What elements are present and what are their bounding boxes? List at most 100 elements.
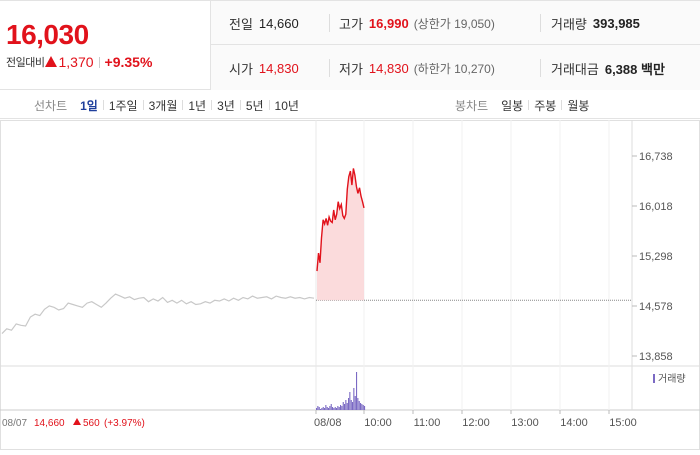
lower-limit: (하한가 10,270) (413, 61, 495, 76)
price-box: 16,030 전일대비 1,370 +9.35% (0, 1, 210, 90)
period-tab-4[interactable]: 3년 (217, 98, 235, 113)
amount-value: 6,388 백만 (604, 61, 665, 77)
volume-bar (340, 405, 342, 410)
volume-bar (361, 404, 363, 410)
volume-bar (321, 408, 323, 410)
volume-bar (360, 403, 362, 410)
volume-bar (317, 406, 319, 410)
line-chart-group: 선차트 1일 1주일 3개월 1년 3년 5년 10년 (34, 91, 304, 119)
volume-label: 거래량 (551, 16, 587, 32)
up-triangle-icon (73, 418, 81, 425)
line-chart-label: 선차트 (34, 98, 68, 113)
volume-bar (357, 398, 359, 410)
up-triangle-icon (45, 55, 58, 67)
divider (329, 14, 330, 32)
upper-limit: (상한가 19,050) (413, 16, 495, 31)
divider (211, 100, 213, 110)
volume-cell: 거래량 393,985 (551, 1, 640, 45)
divider (540, 59, 541, 77)
stat-row-2: 시가 14,830 저가 14,830 (하한가 10,270) 거래대금 6,… (211, 46, 700, 90)
volume-bar (348, 398, 350, 410)
divider (102, 100, 104, 110)
period-tab-5[interactable]: 5년 (245, 98, 264, 113)
time-tick-label: 13:00 (511, 417, 539, 429)
period-tab-1[interactable]: 1주일 (108, 98, 138, 113)
divider (329, 59, 330, 77)
divider (528, 100, 530, 110)
stat-row-1: 전일 14,660 고가 16,990 (상한가 19,050) 거래량 393… (211, 1, 700, 45)
current-price: 16,030 (6, 19, 89, 50)
period-tab-2[interactable]: 3개월 (148, 98, 178, 113)
volume-bar (346, 403, 348, 410)
prev-close-value: 14,660 (258, 15, 299, 31)
period-tab-6[interactable]: 10년 (274, 98, 299, 113)
candle-tab-2[interactable]: 월봉 (567, 98, 590, 113)
open-label: 시가 (229, 61, 253, 77)
volume-bar (329, 406, 331, 410)
time-tick-label: 10:00 (364, 417, 392, 429)
volume-bar (336, 408, 338, 410)
candle-tab-0[interactable]: 일봉 (501, 98, 524, 113)
volume-bar (322, 407, 324, 410)
volume-bar (350, 400, 352, 410)
prev-day-price-line (1, 293, 315, 335)
line-period-list: 1일 1주일 3개월 1년 3년 5년 10년 (75, 97, 304, 114)
volume-bar (364, 406, 366, 410)
period-tab-0[interactable]: 1일 (80, 98, 98, 113)
volume-bar (345, 400, 347, 410)
chart-toolbar: 선차트 1일 1주일 3개월 1년 3년 5년 10년 봉차트 일봉 주봉 월봉 (0, 91, 700, 119)
time-tick-label: 15:00 (609, 417, 637, 429)
prev-close-label: 전일 (229, 16, 253, 32)
prev-day-price-label: 14,660 (34, 418, 65, 429)
volume-bar (354, 396, 356, 410)
high-label: 고가 (339, 16, 363, 32)
divider (268, 100, 270, 110)
volume-bar (356, 372, 358, 410)
low-value: 14,830 (368, 60, 409, 76)
price-chart[interactable]: 16,738 16,018 15,298 14,578 13,858 08/08 10:00… (0, 120, 700, 450)
volume-bar (358, 401, 360, 410)
chart-svg: 16,738 16,018 15,298 14,578 13,858 08/08 10:00… (0, 120, 700, 450)
volume-bar (325, 405, 327, 410)
change-row: 전일대비 1,370 +9.35% (6, 54, 152, 70)
amount-cell: 거래대금 6,388 백만 (551, 46, 665, 90)
volume-bar (362, 405, 364, 410)
volume-bar (326, 407, 328, 410)
prev-day-pct-label: (+3.97%) (104, 418, 145, 429)
low-label: 저가 (339, 61, 363, 77)
divider (142, 100, 144, 110)
volume-bar (328, 408, 330, 410)
volume-bar (344, 404, 346, 410)
candle-chart-label: 봉차트 (455, 98, 489, 113)
volume-bar (316, 408, 318, 410)
prev-day-date-label: 08/07 (2, 418, 27, 429)
divider (98, 56, 100, 68)
period-tab-3[interactable]: 1년 (188, 98, 207, 113)
price-tick-label: 16,018 (639, 201, 673, 213)
candle-tab-1[interactable]: 주봉 (534, 98, 557, 113)
divider (239, 100, 241, 110)
volume-bar (334, 407, 336, 410)
divider (540, 14, 541, 32)
high-cell: 고가 16,990 (상한가 19,050) (339, 1, 495, 45)
today-price-area (317, 168, 364, 301)
divider (182, 100, 184, 110)
time-tick-label: 12:00 (462, 417, 490, 429)
change-percent: +9.35% (104, 54, 153, 70)
volume-bar (320, 409, 322, 410)
volume-bar (337, 406, 339, 410)
volume-bar (333, 408, 335, 410)
high-value: 16,990 (368, 15, 409, 31)
candle-period-list: 일봉 주봉 월봉 (496, 97, 594, 114)
volume-bar (338, 407, 340, 410)
prev-close-cell: 전일 14,660 (229, 1, 299, 45)
volume-bar (324, 408, 326, 410)
stat-grid: 전일 14,660 고가 16,990 (상한가 19,050) 거래량 393… (210, 1, 700, 90)
price-tick-label: 15,298 (639, 251, 673, 263)
time-tick-label: 14:00 (560, 417, 588, 429)
volume-bar (352, 402, 354, 410)
stock-summary: 16,030 전일대비 1,370 +9.35% 전일 14,660 고가 16… (0, 0, 700, 90)
volume-bar (349, 392, 351, 410)
time-tick-label: 11:00 (414, 417, 441, 429)
price-tick-label: 16,738 (639, 151, 673, 163)
